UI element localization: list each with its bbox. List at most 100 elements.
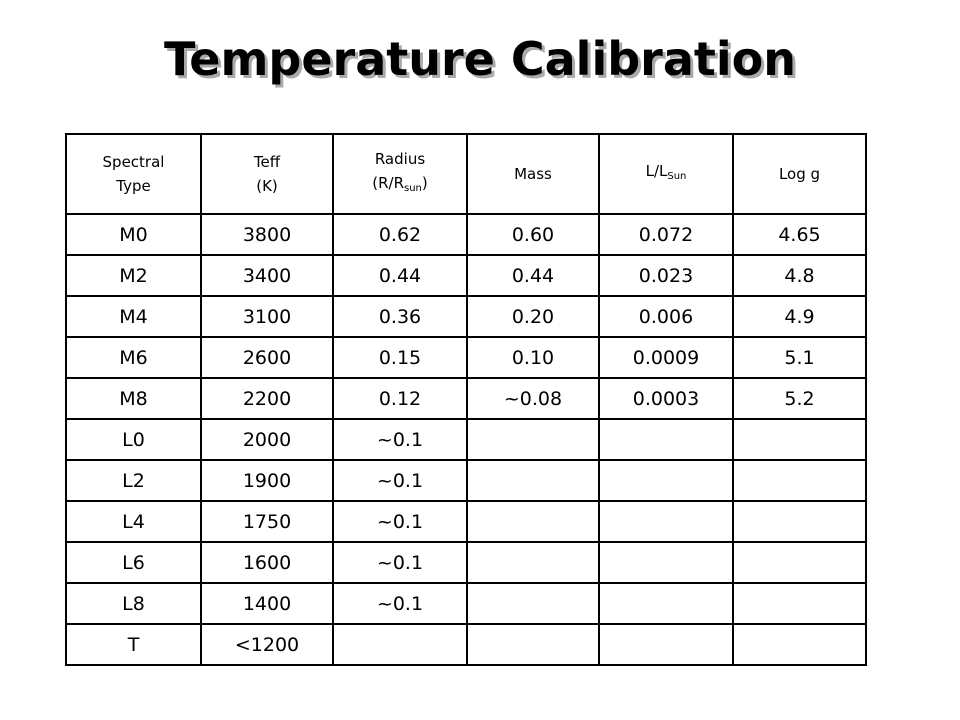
- table-cell: L0: [65, 418, 202, 461]
- table-cell: T: [65, 623, 202, 666]
- table-body: M0 3800 0.62 0.60 0.072 4.65 M2 3400 0.44 0.44 0.0…: [65, 213, 867, 666]
- table-cell: M8: [65, 377, 202, 420]
- table-cell: 0.62: [332, 213, 468, 256]
- empty-cell: [332, 623, 468, 666]
- header-subscript: sun: [404, 183, 422, 194]
- header-text: Radius: [374, 150, 426, 168]
- table-row: L4 1750 ~0.1: [65, 500, 867, 543]
- empty-cell: [598, 541, 734, 584]
- table-cell: 0.0003: [598, 377, 734, 420]
- table-cell: 1600: [200, 541, 334, 584]
- table-cell: 3800: [200, 213, 334, 256]
- table-cell: M6: [65, 336, 202, 379]
- table-cell: 0.072: [598, 213, 734, 256]
- header-row: Spectral Type Teff (K) Radius (R/Rsun) Mass…: [65, 133, 867, 215]
- table-row: M2 3400 0.44 0.44 0.023 4.8: [65, 254, 867, 297]
- table-cell: 2000: [200, 418, 334, 461]
- table-cell: 1400: [200, 582, 334, 625]
- table-cell: 3100: [200, 295, 334, 338]
- table-cell: 0.023: [598, 254, 734, 297]
- empty-cell: [598, 582, 734, 625]
- table-cell: 5.2: [732, 377, 867, 420]
- table-row: L2 1900 ~0.1: [65, 459, 867, 502]
- table-cell: 4.8: [732, 254, 867, 297]
- table-cell: <1200: [200, 623, 334, 666]
- header-subscript: Sun: [667, 171, 687, 182]
- table-cell: 0.15: [332, 336, 468, 379]
- empty-cell: [598, 459, 734, 502]
- empty-cell: [732, 500, 867, 543]
- table-cell: ~0.1: [332, 582, 468, 625]
- table-cell: ~0.1: [332, 541, 468, 584]
- table-cell: 0.006: [598, 295, 734, 338]
- empty-cell: [732, 582, 867, 625]
- table-cell: 4.65: [732, 213, 867, 256]
- table-cell: 0.44: [466, 254, 600, 297]
- empty-cell: [466, 582, 600, 625]
- table-cell: 0.12: [332, 377, 468, 420]
- table-row: M8 2200 0.12 ~0.08 0.0003 5.2: [65, 377, 867, 420]
- empty-cell: [732, 418, 867, 461]
- table-cell: 2200: [200, 377, 334, 420]
- empty-cell: [598, 418, 734, 461]
- title: Temperature Calibration: [164, 32, 796, 86]
- table-cell: 0.44: [332, 254, 468, 297]
- table-cell: 3400: [200, 254, 334, 297]
- header-cell: Spectral Type: [65, 133, 202, 215]
- table-cell: ~0.1: [332, 418, 468, 461]
- empty-cell: [466, 459, 600, 502]
- table-cell: 0.36: [332, 295, 468, 338]
- table-cell: 5.1: [732, 336, 867, 379]
- table-cell: M0: [65, 213, 202, 256]
- table-cell: 4.9: [732, 295, 867, 338]
- table-cell: L8: [65, 582, 202, 625]
- table-cell: L4: [65, 500, 202, 543]
- header-text: L/L: [645, 162, 668, 180]
- table-row: L6 1600 ~0.1: [65, 541, 867, 584]
- table-cell: 0.10: [466, 336, 600, 379]
- table-cell: 1750: [200, 500, 334, 543]
- table-row: L8 1400 ~0.1: [65, 582, 867, 625]
- empty-cell: [466, 541, 600, 584]
- header-text: (R/R: [372, 174, 404, 192]
- header-text: (K): [256, 177, 278, 195]
- empty-cell: [732, 459, 867, 502]
- table-row: L0 2000 ~0.1: [65, 418, 867, 461]
- header-cell: L/LSun: [598, 133, 734, 215]
- table-row: M0 3800 0.62 0.60 0.072 4.65: [65, 213, 867, 256]
- empty-cell: [466, 500, 600, 543]
- table-row: M4 3100 0.36 0.20 0.006 4.9: [65, 295, 867, 338]
- table: Spectral Type Teff (K) Radius (R/Rsun) Mass…: [65, 133, 867, 666]
- table-row: T <1200: [65, 623, 867, 666]
- header-cell: Log g: [732, 133, 867, 215]
- table-cell: ~0.08: [466, 377, 600, 420]
- empty-cell: [732, 623, 867, 666]
- empty-cell: [598, 500, 734, 543]
- table-cell: ~0.1: [332, 459, 468, 502]
- header-cell: Teff (K): [200, 133, 334, 215]
- table-cell: 0.20: [466, 295, 600, 338]
- table-cell: 0.60: [466, 213, 600, 256]
- header-text: Mass: [514, 165, 552, 183]
- table-cell: M4: [65, 295, 202, 338]
- table-cell: M2: [65, 254, 202, 297]
- table-cell: ~0.1: [332, 500, 468, 543]
- empty-cell: [732, 541, 867, 584]
- table-cell: L2: [65, 459, 202, 502]
- table-cell: 1900: [200, 459, 334, 502]
- header-cell: Mass: [466, 133, 600, 215]
- empty-cell: [598, 623, 734, 666]
- table-cell: 2600: [200, 336, 334, 379]
- empty-cell: [466, 418, 600, 461]
- table-row: M6 2600 0.15 0.10 0.0009 5.1: [65, 336, 867, 379]
- header-text: Type: [116, 177, 151, 195]
- empty-cell: [466, 623, 600, 666]
- table-cell: 0.0009: [598, 336, 734, 379]
- header-text: Spectral: [102, 153, 165, 171]
- header-cell: Radius (R/Rsun): [332, 133, 468, 215]
- header-text: Teff: [253, 153, 281, 171]
- header-text: Log g: [778, 165, 821, 183]
- table-cell: L6: [65, 541, 202, 584]
- header-text: ): [421, 174, 428, 192]
